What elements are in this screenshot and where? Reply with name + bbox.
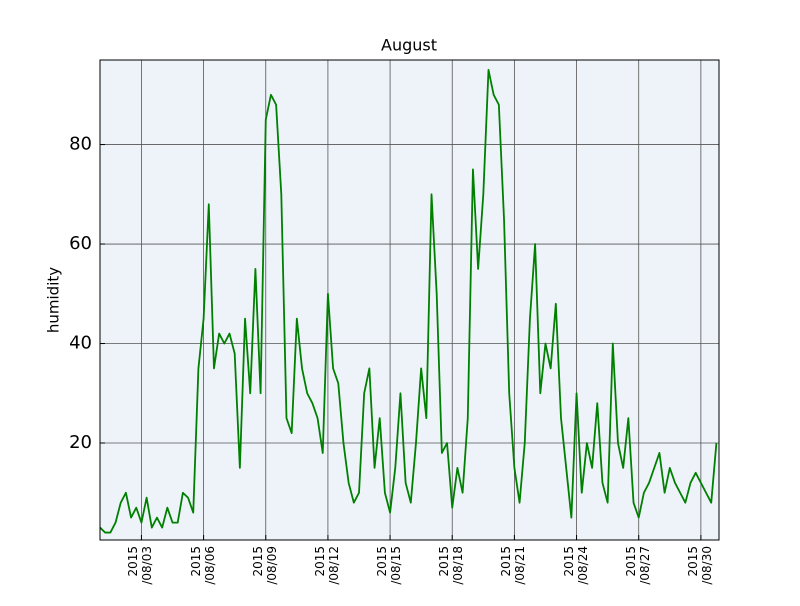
y-tick-label: 60 [69,233,92,254]
data-line [99,69,718,534]
plot-area [100,60,719,540]
x-tick-label: 2015 /08/30 [685,546,714,585]
x-tick-label: 2015 /08/24 [561,546,590,585]
x-tick-label: 2015 /08/06 [188,546,217,585]
chart-title: August [381,36,437,55]
x-tick-label: 2015 /08/12 [312,546,341,585]
y-tick-label: 40 [69,333,92,354]
x-tick-label: 2015 /08/09 [250,546,279,585]
plot-layer [99,60,719,540]
plot-frame [99,59,720,541]
y-axis-label: humidity [45,267,63,333]
y-tick-label: 80 [69,134,92,155]
x-tick-label: 2015 /08/21 [499,546,528,585]
x-tick-label: 2015 /08/27 [623,546,652,585]
y-tick-label: 20 [69,432,92,453]
x-tick-label: 2015 /08/18 [437,546,466,585]
x-tick-label: 2015 /08/03 [126,546,155,585]
x-tick-label: 2015 /08/15 [375,546,404,585]
